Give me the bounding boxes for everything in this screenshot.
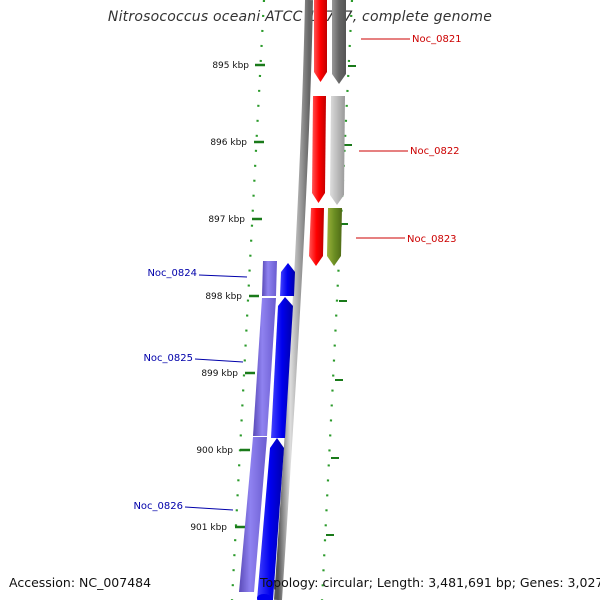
ruler-tick: 898 kbp xyxy=(205,292,259,302)
gene-label-noc-0823[interactable]: Noc_0823 xyxy=(407,234,457,245)
gene-feature-noc-0823[interactable] xyxy=(309,208,342,266)
ruler-tick: 897 kbp xyxy=(208,215,262,225)
topology-info: Topology: circular; Length: 3,481,691 bp… xyxy=(260,575,600,590)
gene-arrow-tail xyxy=(257,594,271,600)
ruler-tick-label: 898 kbp xyxy=(205,292,242,302)
ruler-tick: 895 kbp xyxy=(212,61,265,71)
gene-shade-noc-0823 xyxy=(327,208,342,266)
gene-arrow-noc-0824 xyxy=(280,263,295,296)
gene-arrow-noc-0825 xyxy=(271,297,293,438)
gene-label-group-noc-0826[interactable]: Noc_0826 xyxy=(133,501,234,512)
ruler-tick-label: 897 kbp xyxy=(208,215,245,225)
gene-label-noc-0824[interactable]: Noc_0824 xyxy=(147,268,197,279)
ruler-tick: 896 kbp xyxy=(210,138,264,148)
ruler: 895 kbp 896 kbp 897 kbp 898 kbp 899 kbp … xyxy=(190,61,265,533)
genome-backbone xyxy=(274,0,313,600)
ruler-tick: 900 kbp xyxy=(196,446,250,456)
ruler-tick-label: 900 kbp xyxy=(196,446,233,456)
gene-label-group-noc-0824[interactable]: Noc_0824 xyxy=(147,268,248,279)
page-title: Nitrosococcus oceani ATCC 19707, complet… xyxy=(107,9,493,25)
gene-label-group-noc-0821[interactable]: Noc_0821 xyxy=(361,34,462,45)
gene-feature-noc-0822[interactable] xyxy=(312,96,345,205)
dotted-track-inner xyxy=(230,0,266,600)
gene-arrow-noc-0822 xyxy=(312,96,326,203)
dotted-track-outer xyxy=(320,0,354,600)
ruler-tick-label: 901 kbp xyxy=(190,523,227,533)
ruler-tick: 899 kbp xyxy=(201,369,255,379)
gene-label-group-noc-0823[interactable]: Noc_0823 xyxy=(356,234,457,245)
gene-label-noc-0825[interactable]: Noc_0825 xyxy=(143,353,193,364)
gene-feature-noc-0821[interactable] xyxy=(314,0,346,84)
gene-label-noc-0821[interactable]: Noc_0821 xyxy=(412,34,462,45)
gene-shade-noc-0822 xyxy=(330,96,345,205)
gene-shade-noc-0821 xyxy=(332,0,346,84)
ruler-tick-label: 895 kbp xyxy=(212,61,249,71)
ruler-tick-label: 896 kbp xyxy=(210,138,247,148)
gene-arrow-noc-0821 xyxy=(314,0,327,82)
gene-arrow-noc-0826 xyxy=(257,438,284,600)
gene-feature-noc-0825[interactable] xyxy=(271,297,293,438)
gene-arrow-noc-0823 xyxy=(309,208,324,266)
gene-feature-noc-0824[interactable] xyxy=(280,263,295,296)
gene-label-group-noc-0825[interactable]: Noc_0825 xyxy=(143,353,244,364)
ruler-tick-label: 899 kbp xyxy=(201,369,238,379)
gene-label-noc-0826[interactable]: Noc_0826 xyxy=(133,501,183,512)
shade-track-forward xyxy=(239,261,277,592)
gene-label-group-noc-0822[interactable]: Noc_0822 xyxy=(359,146,460,157)
gene-label-noc-0822[interactable]: Noc_0822 xyxy=(410,146,460,157)
accession-info: Accession: NC_007484 xyxy=(9,575,152,590)
ruler-tick: 901 kbp xyxy=(190,523,245,533)
gene-feature-noc-0826[interactable] xyxy=(257,438,284,600)
